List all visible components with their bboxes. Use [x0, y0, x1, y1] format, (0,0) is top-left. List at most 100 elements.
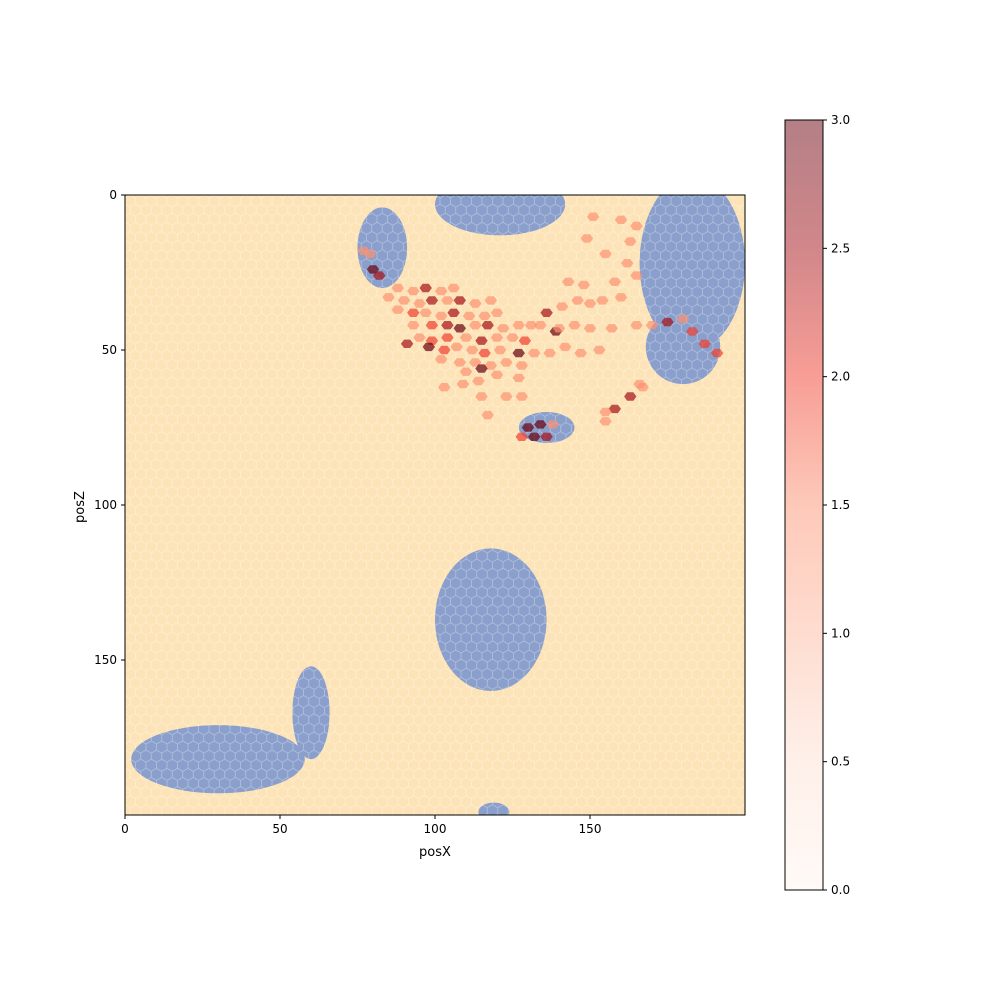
hexbin-cell	[633, 379, 646, 389]
hexbin-cell	[624, 392, 637, 401]
hexbin-cell	[555, 302, 569, 311]
hexbin-cell	[524, 321, 538, 330]
colorbar-tick-label: 2.5	[831, 241, 850, 255]
hexbin-cell	[559, 342, 572, 352]
hexbin-cell	[515, 361, 528, 370]
hexbin-cell	[605, 324, 618, 333]
hexbin-cell	[614, 293, 628, 302]
hexbin-cell	[512, 321, 525, 330]
hexbin-cell	[506, 333, 519, 342]
hexbin-cell	[438, 383, 451, 392]
hexbin-cell	[475, 336, 488, 345]
hexbin-cell	[425, 296, 439, 305]
hexbin-cell	[630, 321, 643, 330]
hexbin-cell	[571, 296, 584, 305]
x-tick-label: 100	[424, 822, 447, 836]
hexbin-cell	[515, 392, 528, 401]
hexbin-cell	[686, 327, 699, 336]
hexbin-cell	[593, 345, 606, 355]
hexbin-cell	[512, 348, 525, 358]
hexbin-cell	[512, 373, 525, 383]
hexbin-cell	[419, 283, 432, 293]
hexbin-cell	[500, 358, 513, 367]
colorbar-tick-label: 1.0	[831, 626, 850, 640]
hexbin-cell	[484, 296, 497, 305]
hexbin-cell	[580, 234, 594, 243]
hexbin-cell	[624, 237, 637, 246]
x-tick-label: 50	[272, 822, 287, 836]
hexbin-cell	[500, 392, 513, 401]
x-tick-label: 0	[121, 822, 129, 836]
hexbin-cell	[407, 321, 420, 330]
y-axis-label: posZ	[73, 491, 88, 523]
hexbin-cell	[422, 342, 435, 352]
hexbin-cell	[630, 221, 643, 231]
hexbin-cell	[466, 345, 479, 355]
hexbin-cell	[407, 286, 420, 296]
colorbar-tick-label: 3.0	[831, 113, 850, 127]
hexbin-cell	[453, 296, 466, 305]
hexbin-cell	[413, 299, 426, 308]
hexbin-cell	[447, 283, 460, 293]
hexbin-cell	[552, 324, 566, 333]
hexbin-cell	[596, 296, 609, 305]
hexbin-cell	[475, 392, 488, 401]
hexbin-cell	[450, 342, 463, 352]
hexbin-cell	[490, 308, 504, 317]
hexbin-cell	[540, 432, 553, 441]
hexbin-cell	[478, 311, 491, 321]
colorbar-tick-label: 2.0	[831, 370, 850, 384]
hexbin-cell	[599, 417, 612, 426]
hexbin-cell	[475, 364, 488, 373]
hexbin-cell	[534, 420, 547, 429]
hexbin-cell	[630, 271, 643, 280]
hexbin-cell	[373, 271, 386, 280]
hexbin-cell	[543, 348, 556, 358]
hexbin-cell	[497, 324, 510, 333]
hexbin-cell	[546, 420, 559, 429]
hexbin-cell	[698, 339, 711, 348]
colorbar-ticks: 0.0 0.5 1.0 1.5 2.0 2.5 3.0	[823, 113, 850, 897]
y-axis: 0 50 100 150	[94, 188, 125, 667]
hexbin-cell	[490, 370, 504, 379]
hexbin-cell	[521, 423, 535, 432]
hexbin-cell	[357, 246, 370, 255]
colorbar: 0.0 0.5 1.0 1.5 2.0 2.5 3.0	[784, 113, 850, 897]
hexbin-cell	[577, 280, 590, 290]
hexbin-cell	[438, 345, 451, 355]
hexbin-cell	[459, 367, 473, 376]
hexbin-cell	[391, 283, 404, 293]
hexbin-cell	[425, 321, 439, 330]
hexbin-cell	[447, 308, 460, 317]
hexbin-cell	[583, 299, 597, 308]
hexbin-cell	[407, 308, 420, 317]
hexbin-cell	[435, 311, 448, 321]
hexbin-cell	[608, 404, 621, 414]
colorbar-tick-label: 1.5	[831, 498, 850, 512]
hexbin-cell	[562, 277, 575, 286]
x-tick-label: 150	[579, 822, 602, 836]
x-axis-label: posX	[419, 845, 451, 860]
hexbin-cell	[568, 321, 581, 330]
hexbin-cell	[710, 348, 724, 358]
hexbin-cell	[453, 358, 466, 367]
hexbin-cell	[484, 361, 497, 370]
hexbin-cell	[661, 317, 674, 327]
hexbin-cell	[583, 324, 597, 333]
y-tick-label: 50	[102, 343, 117, 357]
hexbin-cell	[391, 305, 404, 314]
y-tick-label: 0	[109, 188, 117, 202]
hexbin-cell	[645, 321, 659, 330]
hexbin-cell	[621, 259, 634, 268]
hexbin-cell	[413, 333, 426, 342]
hexbin-cell	[441, 321, 454, 330]
hexbin-cell	[515, 432, 528, 441]
hexbin-cell	[586, 212, 600, 221]
hexbin-cell	[441, 296, 454, 305]
hexbin-cell	[608, 277, 621, 286]
hexbin-cell	[462, 311, 476, 321]
hexbin-cell	[382, 293, 395, 302]
hexbin-cell	[534, 321, 547, 330]
y-tick-label: 150	[94, 653, 117, 667]
hex-grid-overlay	[125, 195, 745, 815]
